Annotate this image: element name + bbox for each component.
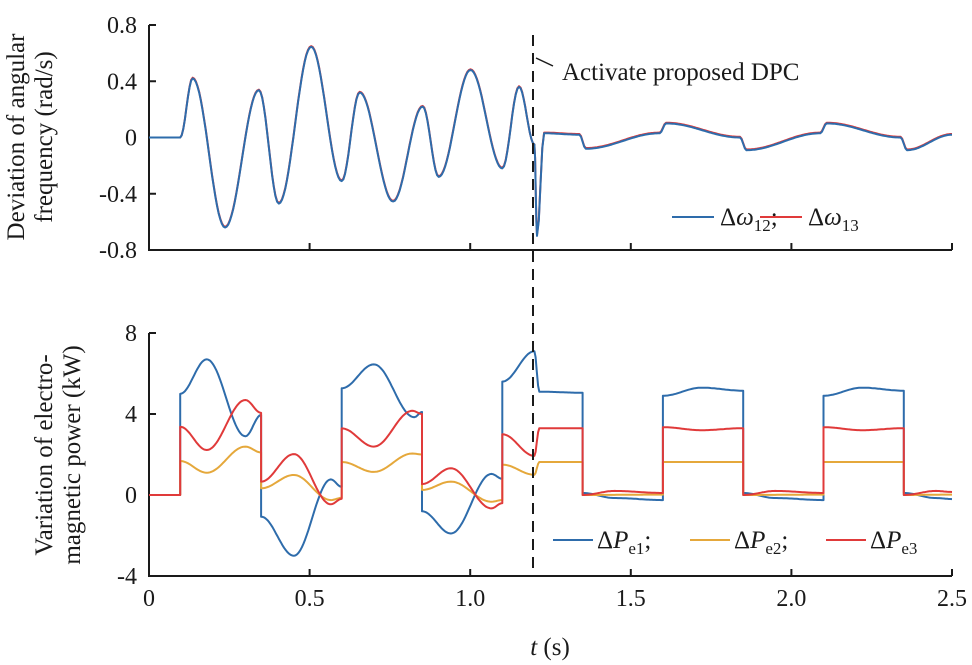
ytick-label: 0 xyxy=(125,483,137,509)
bottom-legend: ΔPe1; ΔPe2; ΔPe3 xyxy=(553,527,917,558)
bottom-ylabel-line2: magnetic power (kW) xyxy=(59,345,86,564)
xlabel-unit: (s) xyxy=(537,634,570,661)
ytick-label: -0.4 xyxy=(99,182,137,208)
ytick-label: 0.8 xyxy=(107,13,137,39)
legend-label-omega13: Δω13 xyxy=(808,204,859,235)
legend-label-omega12: Δω12; xyxy=(720,204,778,235)
annotation-text: Activate proposed DPC xyxy=(562,59,799,86)
ytick-label: 4 xyxy=(125,402,137,428)
xtick-label: 2.0 xyxy=(776,586,806,612)
bottom-ylabel-line1: Variation of electro- xyxy=(31,354,58,555)
ytick-label: -0.8 xyxy=(99,238,137,264)
top-ylabel-line2: frequency (rad/s) xyxy=(31,51,58,222)
series-line-ΔPe3 xyxy=(149,399,953,510)
xtick-label: 1.5 xyxy=(616,586,646,612)
legend-label-pe2: ΔPe2; xyxy=(734,527,788,558)
annotation-pointer xyxy=(535,57,554,67)
xtick-label: 0.5 xyxy=(295,586,325,612)
ytick-label: -4 xyxy=(117,564,137,590)
ytick-label: 0.4 xyxy=(107,69,137,95)
legend-label-pe3: ΔPe3 xyxy=(870,527,917,558)
series-line-Δω12 xyxy=(149,45,952,237)
top-ylabel-line1: Deviation of angular xyxy=(3,33,30,241)
series-line-ΔPe2 xyxy=(149,445,952,503)
ytick-label: 8 xyxy=(125,321,137,347)
xlabel-var: t xyxy=(530,634,538,661)
legend-label-pe1: ΔPe1; xyxy=(597,527,651,558)
top-legend: Δω12; Δω13 xyxy=(672,204,859,235)
xtick-label: 0 xyxy=(143,586,155,612)
xlabel: t (s) xyxy=(530,634,570,661)
ytick-label: 0 xyxy=(125,126,137,152)
series-line-ΔPe1 xyxy=(149,350,953,557)
xtick-label: 1.0 xyxy=(455,586,485,612)
xtick-label: 2.5 xyxy=(937,586,967,612)
